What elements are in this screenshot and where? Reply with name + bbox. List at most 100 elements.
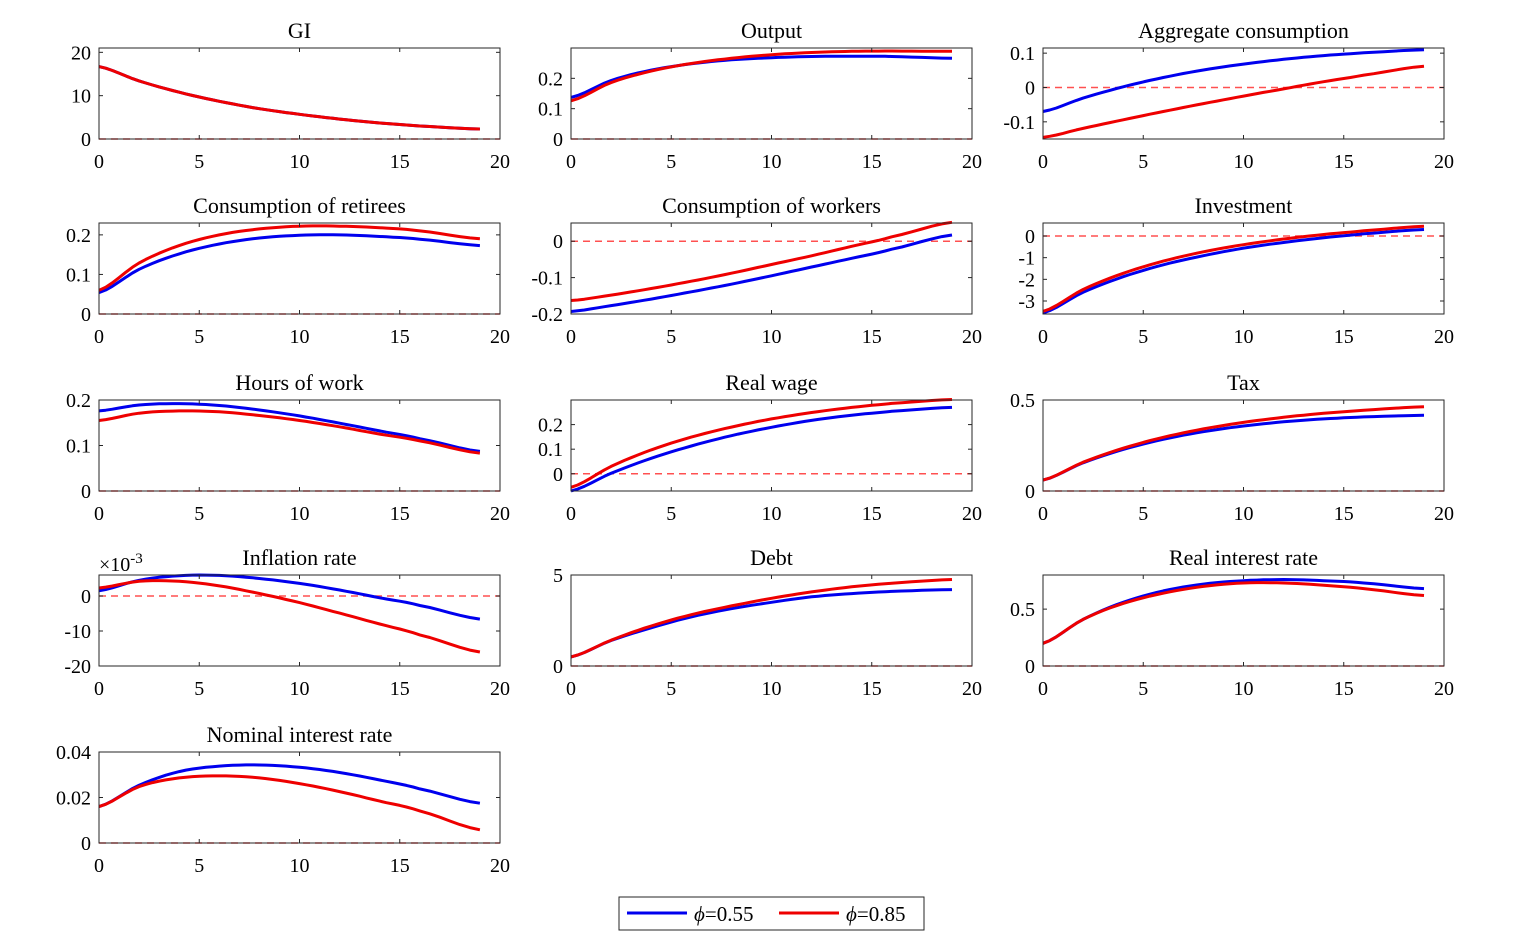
series-line-red [98, 224, 481, 292]
series-line-red [98, 579, 481, 654]
x-tick-label: 10 [290, 151, 310, 173]
series-line-red [1042, 581, 1425, 645]
panel-7: Real wage 0 5 10 15 20 0 0.10.2 [538, 370, 982, 525]
x-tick-label: 15 [1334, 326, 1354, 348]
x-tick-label: 10 [290, 326, 310, 348]
series-line-red [570, 578, 953, 659]
y-tick-label: 0.02 [56, 788, 91, 810]
legend-item: ϕ=0.55 [627, 902, 753, 926]
axes-frame [570, 574, 973, 667]
x-tick-label: 0 [566, 326, 576, 348]
x-tick-label: 20 [490, 855, 510, 877]
legend-item: ϕ=0.85 [779, 902, 905, 926]
x-tick-label: 5 [194, 326, 204, 348]
x-tick-label: 10 [290, 503, 310, 525]
y-tick-label: 0.5 [1010, 390, 1035, 412]
series-line-red [1042, 224, 1425, 313]
panel-title: Real interest rate [1169, 545, 1318, 570]
y-tick-label: 0 [81, 129, 91, 151]
x-tick-label: 0 [1038, 151, 1048, 173]
series-line-red [98, 774, 481, 832]
panel-title: Inflation rate [242, 545, 356, 570]
y-tick-label: 20 [71, 42, 91, 64]
x-tick-label: 5 [666, 503, 676, 525]
y-tick-label: 0.2 [66, 225, 91, 247]
y-tick-label: 0 [81, 481, 91, 503]
x-tick-label: 0 [94, 678, 104, 700]
x-tick-label: 15 [862, 678, 882, 700]
x-tick-label: 15 [390, 678, 410, 700]
panel-1: Output 0 5 10 15 20 0 0.1 0.2 [538, 18, 982, 173]
series-line-red [1042, 405, 1425, 482]
x-tick-label: 20 [1434, 151, 1454, 173]
x-tick-label: 10 [1234, 503, 1254, 525]
x-tick-label: 20 [962, 326, 982, 348]
panel-title: Consumption of retirees [193, 193, 406, 218]
y-tick-label: 10 [71, 86, 91, 108]
panel-title: GI [288, 18, 311, 43]
panel-title: Investment [1195, 193, 1293, 218]
panel-title: Output [741, 18, 802, 43]
panel-title: Tax [1227, 370, 1260, 395]
y-tick-label: -10 [64, 621, 91, 643]
y-tick-label: 0 [81, 833, 91, 855]
x-tick-label: 10 [762, 326, 782, 348]
x-tick-label: 5 [194, 503, 204, 525]
x-tick-label: 10 [762, 503, 782, 525]
legend: ϕ=0.55 ϕ=0.85 [618, 896, 925, 931]
x-tick-label: 10 [1234, 151, 1254, 173]
panel-10: Debt 0 5 10 15 20 0 5 [553, 545, 982, 700]
axes-frame [98, 47, 501, 140]
y-tick-label: 0 [1025, 481, 1035, 503]
x-tick-label: 0 [566, 678, 576, 700]
x-tick-label: 5 [1138, 326, 1148, 348]
panel-title: Debt [750, 545, 793, 570]
x-tick-label: 5 [666, 151, 676, 173]
x-tick-label: 5 [194, 151, 204, 173]
x-tick-label: 10 [762, 678, 782, 700]
y-tick-label: 0 [1025, 656, 1035, 678]
panel-3: Consumption of retirees 0 5 10 15 20 0 0.1 0.2 [66, 193, 510, 348]
y-tick-label: 0 [553, 129, 563, 151]
panel-title: Hours of work [235, 370, 363, 395]
axes-frame [570, 399, 973, 492]
legend-label: ϕ=0.85 [846, 902, 905, 926]
panel-4: Consumption of workers 0 5 10 15 20 -0.2 -0.1 0 [531, 193, 982, 348]
y-tick-label: 0.2 [538, 68, 563, 90]
series-line-blue [1042, 48, 1425, 113]
series-line-blue [98, 763, 481, 809]
series-line-red [570, 220, 953, 302]
x-tick-label: 0 [1038, 678, 1048, 700]
x-tick-label: 5 [666, 678, 676, 700]
x-tick-label: 15 [862, 151, 882, 173]
panel-title: Consumption of workers [662, 193, 881, 218]
y-exponent-label: ×10-3 [99, 551, 143, 576]
y-tick-label: -3 [1018, 291, 1035, 313]
panel-title: Real wage [725, 370, 817, 395]
x-tick-label: 15 [390, 326, 410, 348]
y-tick-label: -20 [64, 656, 91, 678]
x-tick-label: 15 [862, 503, 882, 525]
x-tick-label: 0 [566, 151, 576, 173]
y-tick-label: 0 [1025, 77, 1035, 99]
series-line-blue [98, 573, 481, 621]
y-tick-label: 0 [81, 304, 91, 326]
x-tick-label: 20 [962, 151, 982, 173]
series-line-blue [570, 54, 953, 99]
x-tick-label: 0 [1038, 503, 1048, 525]
y-tick-label: 0 [81, 586, 91, 608]
panel-8: Tax 0 5 10 15 20 0 0.5 [1010, 370, 1454, 525]
y-tick-label: -0.1 [1003, 112, 1035, 134]
axes-frame [98, 751, 501, 844]
y-tick-label: -0.2 [531, 304, 563, 326]
legend-label: ϕ=0.55 [694, 902, 753, 926]
axes-frame [570, 222, 973, 315]
y-tick-label: 0.1 [1010, 43, 1035, 65]
x-tick-label: 20 [490, 326, 510, 348]
x-tick-label: 5 [194, 678, 204, 700]
series-line-red [570, 398, 953, 489]
x-tick-label: 0 [94, 326, 104, 348]
axes-frame [570, 47, 973, 140]
